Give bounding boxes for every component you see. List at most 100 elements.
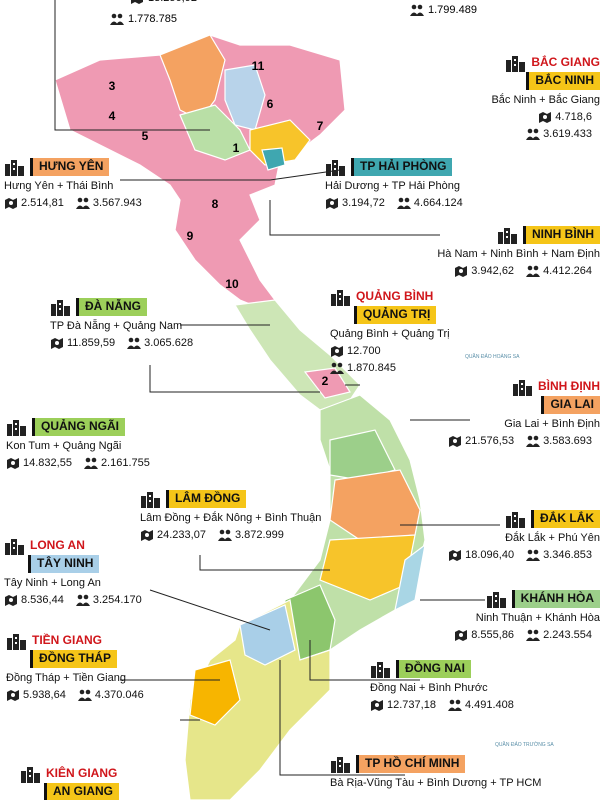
khanh-hoa (394, 543, 426, 612)
new-name-row: TP HẢI PHÒNG (325, 158, 545, 176)
merged-provinces: Tây Ninh + Long An (4, 576, 101, 589)
area-stat: 4.718,6 (538, 110, 592, 124)
area-stat: 21.576,53 (448, 434, 514, 448)
old-name-row: QUẢNG BÌNH (330, 288, 530, 306)
new-name-label: BẮC NINH (526, 72, 600, 90)
population-value: 3.065.628 (144, 337, 194, 350)
stats-row: 18.096,40 3.346.853 (400, 548, 600, 562)
merged-provinces: Ninh Thuận + Khánh Hòa (475, 612, 600, 624)
building-icon (498, 228, 517, 244)
merged-provinces: Đắk Lắk + Phú Yên (505, 532, 600, 544)
building-icon (371, 662, 390, 678)
new-name-row: GIA LAI (420, 396, 600, 414)
building-icon (513, 380, 532, 396)
new-name-label: TÂY NINH (28, 555, 100, 573)
building-icon (506, 56, 526, 72)
area-icon (371, 700, 383, 712)
old-name: TIỀN GIANG (32, 633, 103, 648)
callout: KHÁNH HÒA Ninh Thuận + Khánh Hòa 8.555,86 2… (420, 590, 600, 643)
stats-row: 2.514,81 3.567.943 (4, 196, 204, 210)
region-number: 3 (109, 79, 116, 93)
population-stat: 4.412.264 (526, 264, 592, 278)
stat-value: 13.256,92 (148, 0, 197, 4)
callout: BÌNH ĐỊNH GIA LAI Gia Lai + Bình Định 21.57… (420, 378, 600, 448)
stats-row: 4.718,6 (420, 110, 600, 124)
population-icon (217, 530, 232, 542)
top-stat: 1.799.489 (410, 4, 477, 16)
building-icon (21, 767, 40, 783)
callout: TIỀN GIANG ĐỒNG THÁP Đồng Tháp + Tiền Gian… (6, 632, 206, 702)
area-icon (5, 595, 17, 607)
old-name-row: LONG AN (4, 537, 204, 555)
lam-dong (319, 534, 416, 601)
area-stat: 12.700 (330, 344, 381, 358)
area-value: 5.938,64 (23, 688, 66, 701)
population-icon (410, 4, 424, 16)
region-number: 11 (252, 59, 265, 73)
population-stat: 2.161.755 (83, 456, 150, 470)
population-value: 2.161.755 (100, 457, 150, 470)
building-icon (331, 290, 350, 306)
area-value: 8.555,86 (471, 629, 515, 642)
population-stat: 3.346.853 (526, 548, 592, 562)
population-value: 3.254.170 (92, 593, 142, 606)
merged-provinces: TP Đà Nẵng + Quảng Nam (50, 320, 183, 332)
building-icon (7, 634, 26, 650)
area-value: 24.233,07 (157, 529, 206, 542)
stats-row: 12.700 (330, 344, 530, 358)
new-name-label: AN GIANG (44, 783, 119, 800)
population-icon (526, 266, 541, 278)
population-icon (77, 689, 92, 702)
stats-row: 8.536,44 3.254.170 (4, 593, 204, 607)
area-icon (7, 690, 19, 702)
population-icon (127, 338, 142, 350)
area-icon (455, 266, 468, 278)
tay-ninh (239, 604, 296, 666)
region-number: 2 (322, 374, 329, 388)
stats-row: 11.859,59 3.065.628 (50, 336, 280, 350)
merged-provinces: Hải Dương + TP Hải Phòng (325, 180, 460, 192)
region-number: 9 (187, 229, 194, 243)
population-icon (526, 435, 541, 448)
area-icon (131, 0, 143, 4)
population-icon (396, 198, 411, 210)
population-icon (75, 594, 90, 607)
building-icon (486, 592, 506, 608)
callout: ĐÀ NẴNG TP Đà Nẵng + Quảng Nam 11.859,59 3.… (50, 298, 280, 351)
connector (279, 660, 405, 776)
new-name-row: QUẢNG NGÃI (6, 418, 226, 436)
north-region (54, 34, 346, 311)
population-icon (526, 630, 541, 642)
old-name: KIÊN GIANG (46, 766, 118, 781)
area-icon (326, 198, 338, 210)
region-number: 1 (233, 141, 240, 155)
area-icon (141, 530, 153, 542)
population-value: 3.619.433 (543, 128, 592, 141)
new-name-label: TP HỒ CHÍ MINH (356, 755, 466, 773)
island-label: QUẦN ĐẢO TRƯỜNG SA (495, 742, 554, 748)
new-name-label: ĐẮK LẮK (531, 510, 600, 528)
area-icon (7, 458, 19, 470)
area-value: 12.737,18 (387, 699, 436, 712)
new-name-label: GIA LAI (541, 396, 600, 414)
population-value: 4.412.264 (543, 265, 592, 278)
stats-row: 3.942,62 4.412.264 (400, 264, 600, 278)
population-icon (447, 700, 462, 712)
area-value: 4.718,6 (555, 110, 592, 123)
new-name-label: LÂM ĐỒNG (166, 490, 247, 508)
population-value: 1.870.845 (347, 362, 396, 375)
old-name-row: TIỀN GIANG (6, 632, 206, 650)
population-value: 4.664.124 (413, 197, 463, 210)
population-stat: 3.567.943 (75, 196, 142, 210)
population-icon (330, 363, 344, 375)
new-name-row: AN GIANG (20, 783, 220, 800)
new-name-row: ĐỒNG THÁP (6, 650, 206, 668)
region-number: 8 (212, 197, 219, 211)
area-value: 2.514,81 (21, 197, 64, 210)
region-number: 5 (142, 129, 149, 143)
old-name-row: KIÊN GIANG (20, 765, 220, 783)
old-name-row: BÌNH ĐỊNH (420, 378, 600, 396)
population-stat: 4.370.046 (77, 688, 144, 702)
area-value: 18.096,40 (465, 549, 515, 562)
old-name: QUẢNG BÌNH (356, 289, 434, 304)
